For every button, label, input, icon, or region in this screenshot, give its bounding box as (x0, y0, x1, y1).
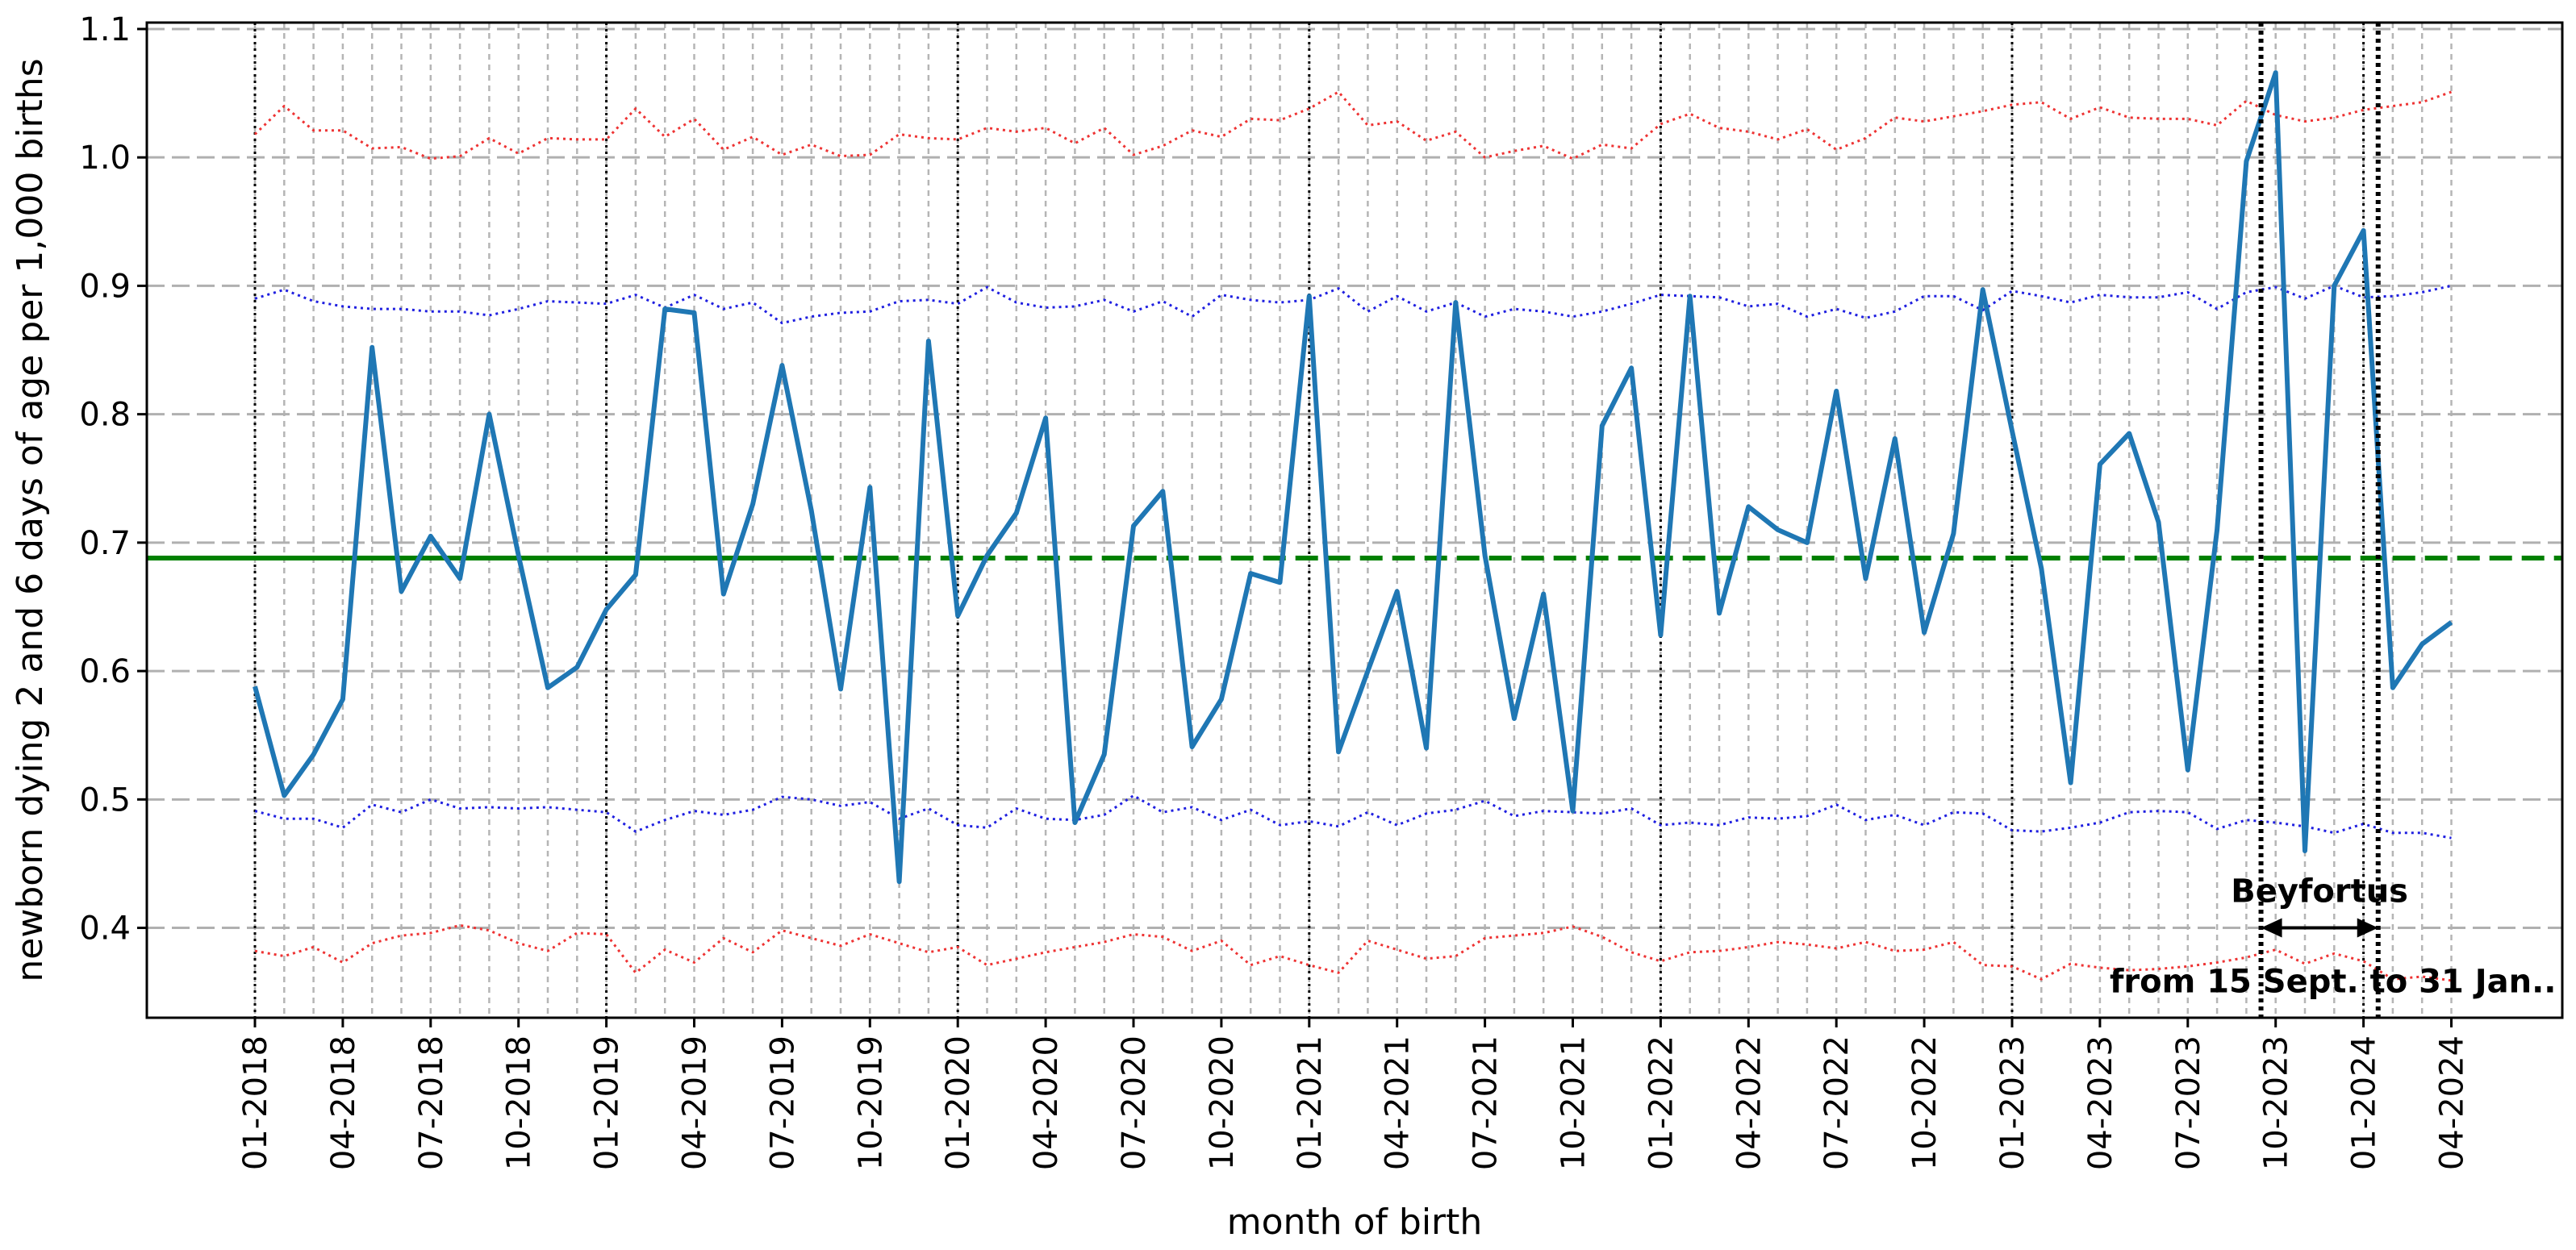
x-tick-label: 01-2020 (940, 1035, 977, 1170)
beyfortus-period-label: from 15 Sept. to 31 Jan.. (2110, 964, 2556, 1001)
y-tick-label: 0.7 (79, 525, 131, 562)
plot-frame (145, 21, 2564, 1019)
x-tick-label: 10-2023 (2258, 1035, 2295, 1170)
x-tick-label: 07-2022 (1818, 1035, 1856, 1170)
x-tick-label: 01-2022 (1643, 1035, 1680, 1170)
y-tick-label: 0.5 (79, 781, 131, 819)
x-tick-label: 04-2020 (1028, 1035, 1065, 1170)
x-tick-label: 04-2021 (1380, 1035, 1417, 1170)
x-tick-label: 04-2019 (677, 1035, 714, 1170)
x-tick-label: 01-2018 (237, 1035, 274, 1170)
beyfortus-label: Beyfortus (2231, 873, 2408, 910)
x-ticks: 01-2018 04-2018 07-2018 10-2018 01-2019 04-20… (237, 1018, 2471, 1170)
y-tick-label: 1.1 (79, 11, 131, 48)
y-ticks: 0.4 0.5 0.6 0.7 0.8 0.9 1.0 1.1 (79, 11, 147, 948)
y-tick-label: 0.6 (79, 653, 131, 690)
mortality-rate-line (253, 70, 2453, 885)
y-tick-label: 1.0 (79, 140, 131, 177)
beyfortus-annotation: Beyfortus from 15 Sept. to 31 Jan.. (2110, 23, 2556, 1018)
x-tick-label: 01-2019 (589, 1035, 626, 1170)
x-tick-label: 10-2018 (501, 1035, 538, 1170)
x-tick-label: 01-2024 (2346, 1035, 2383, 1170)
beyfortus-arrow-right-head (2357, 918, 2378, 938)
band-line (254, 284, 2452, 325)
x-tick-label: 04-2023 (2082, 1035, 2119, 1170)
x-axis-label: month of birth (1227, 1202, 1483, 1243)
x-tick-label: 07-2021 (1468, 1035, 1505, 1170)
x-tick-label: 10-2022 (1906, 1035, 1943, 1170)
x-tick-label: 04-2024 (2434, 1035, 2471, 1170)
y-tick-label: 0.9 (79, 268, 131, 305)
series (253, 70, 2453, 982)
x-tick-label: 10-2021 (1555, 1035, 1593, 1170)
x-tick-label: 04-2022 (1731, 1035, 1768, 1170)
y-tick-label: 0.8 (79, 397, 131, 434)
x-tick-label: 07-2020 (1116, 1035, 1153, 1170)
x-tick-label: 07-2023 (2170, 1035, 2207, 1170)
y-axis-label: newborn dying 2 and 6 days of age per 1,… (10, 58, 51, 981)
x-tick-label: 07-2019 (764, 1035, 801, 1170)
band-line (253, 90, 2452, 160)
x-tick-label: 01-2021 (1292, 1035, 1329, 1170)
y-tick-label: 0.4 (79, 910, 131, 948)
x-tick-label: 10-2019 (852, 1035, 889, 1170)
band-line (254, 794, 2452, 840)
beyfortus-arrow-left-head (2261, 918, 2282, 938)
x-tick-label: 01-2023 (1994, 1035, 2031, 1170)
x-tick-label: 04-2018 (325, 1035, 362, 1170)
year-boundaries (253, 23, 2365, 1018)
x-tick-label: 07-2018 (413, 1035, 450, 1170)
x-tick-label: 10-2020 (1204, 1035, 1241, 1170)
